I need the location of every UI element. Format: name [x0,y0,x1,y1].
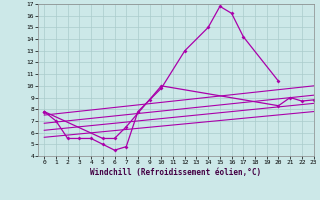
X-axis label: Windchill (Refroidissement éolien,°C): Windchill (Refroidissement éolien,°C) [91,168,261,177]
